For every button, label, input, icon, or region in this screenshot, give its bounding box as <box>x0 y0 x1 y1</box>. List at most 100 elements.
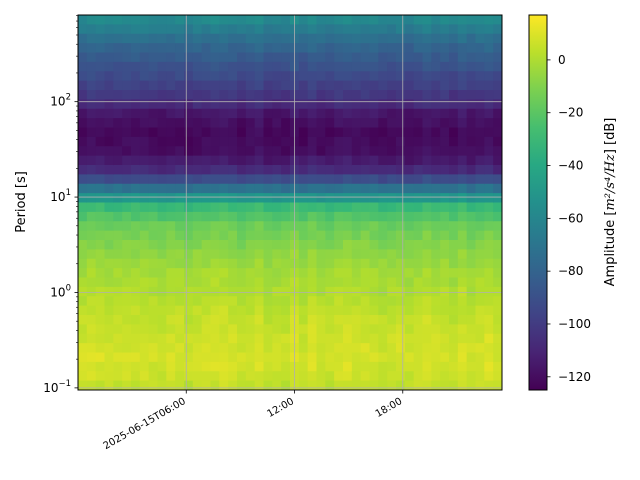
heatmap-cell <box>254 52 265 63</box>
heatmap-cell <box>422 15 432 25</box>
heatmap-cell <box>175 183 185 194</box>
heatmap-cell <box>104 333 114 344</box>
heatmap-cell <box>157 380 167 390</box>
heatmap-cell <box>78 155 88 166</box>
heatmap-cell <box>396 183 406 194</box>
heatmap-cell <box>440 183 450 194</box>
heatmap-cell <box>201 15 212 25</box>
heatmap-cell <box>484 71 494 82</box>
heatmap-cell <box>148 193 159 204</box>
heatmap-cell <box>475 193 485 204</box>
heatmap-cell <box>404 80 415 91</box>
heatmap-cell <box>307 221 318 232</box>
heatmap-cell <box>484 277 494 288</box>
heatmap-cell <box>431 380 441 390</box>
heatmap-cell <box>449 305 459 316</box>
heatmap-cell <box>484 174 494 185</box>
heatmap-cell <box>237 268 247 279</box>
heatmap-cell <box>475 90 485 100</box>
heatmap-cell <box>228 90 238 100</box>
heatmap-cell <box>95 174 106 185</box>
heatmap-cell <box>166 211 176 222</box>
heatmap-cell <box>360 108 371 119</box>
heatmap-cell <box>219 61 229 72</box>
heatmap-cell <box>449 211 459 222</box>
heatmap-cell <box>475 146 485 157</box>
heatmap-cell <box>210 371 220 382</box>
heatmap-cell <box>396 99 406 110</box>
heatmap-cell <box>413 315 424 325</box>
heatmap-cell <box>325 249 335 260</box>
heatmap-cell <box>387 99 397 110</box>
heatmap-cell <box>166 24 176 35</box>
heatmap-cell <box>334 305 344 316</box>
heatmap-cell <box>404 108 415 119</box>
heatmap-cell <box>201 165 212 175</box>
heatmap-cell <box>281 127 291 138</box>
heatmap-cell <box>334 268 344 279</box>
heatmap-cell <box>237 333 247 344</box>
heatmap-cell <box>281 52 291 63</box>
heatmap-cell <box>325 136 335 147</box>
heatmap-cell <box>343 380 353 390</box>
heatmap-cell <box>131 352 141 363</box>
heatmap-cell <box>404 193 415 204</box>
heatmap-cell <box>113 183 123 194</box>
heatmap-cell <box>369 202 379 213</box>
heatmap-cell <box>351 52 362 63</box>
heatmap-cell <box>475 296 485 307</box>
heatmap-cell <box>369 127 379 138</box>
heatmap-cell <box>493 61 502 72</box>
heatmap-cell <box>95 268 106 279</box>
heatmap-cell <box>281 371 291 382</box>
heatmap-cell <box>466 249 477 260</box>
heatmap-cell <box>431 33 441 44</box>
heatmap-cell <box>78 361 88 372</box>
heatmap-cell <box>148 71 159 82</box>
heatmap-cell <box>396 249 406 260</box>
heatmap-cell <box>493 324 502 335</box>
heatmap-cell <box>431 136 441 147</box>
heatmap-cell <box>404 202 415 213</box>
plot-frame <box>77 14 503 391</box>
heatmap-cell <box>86 193 97 204</box>
heatmap-cell <box>78 99 88 110</box>
heatmap-cell <box>148 146 159 157</box>
heatmap-cell <box>440 165 450 175</box>
heatmap-cell <box>157 71 167 82</box>
heatmap-cell <box>272 43 282 54</box>
heatmap-cell <box>316 296 326 307</box>
heatmap-cell <box>466 286 477 297</box>
heatmap-cell <box>237 183 247 194</box>
heatmap-cell <box>184 202 194 213</box>
heatmap-cell <box>113 146 123 157</box>
heatmap-cell <box>378 61 388 72</box>
heatmap-cell <box>431 286 441 297</box>
heatmap-cell <box>431 118 441 129</box>
heatmap-cell <box>360 15 371 25</box>
heatmap-cell <box>325 146 335 157</box>
heatmap-cell <box>228 24 238 35</box>
heatmap-cell <box>457 258 468 269</box>
heatmap-cell <box>404 286 415 297</box>
heatmap-cell <box>122 352 132 363</box>
heatmap-cell <box>263 99 273 110</box>
heatmap-cell <box>148 52 159 63</box>
heatmap-cell <box>369 324 379 335</box>
heatmap-cell <box>201 174 212 185</box>
heatmap-cell <box>334 183 344 194</box>
heatmap-cell <box>184 99 194 110</box>
heatmap-cell <box>228 305 238 316</box>
heatmap-cell <box>272 324 282 335</box>
heatmap-cell <box>104 61 114 72</box>
heatmap-cell <box>343 165 353 175</box>
heatmap-cell <box>113 333 123 344</box>
heatmap-cell <box>449 333 459 344</box>
heatmap-cell <box>457 183 468 194</box>
heatmap-cell <box>210 118 220 129</box>
heatmap-cell <box>139 361 150 372</box>
heatmap-cell <box>122 361 132 372</box>
heatmap-cell <box>475 165 485 175</box>
heatmap-cell <box>369 380 379 390</box>
heatmap-cell <box>192 249 203 260</box>
